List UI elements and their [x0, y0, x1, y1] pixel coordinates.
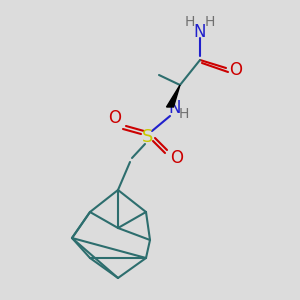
Text: N: N — [169, 99, 181, 117]
Text: O: O — [230, 61, 242, 79]
Polygon shape — [167, 85, 180, 107]
Text: O: O — [109, 109, 122, 127]
Text: S: S — [142, 128, 154, 146]
Text: H: H — [179, 107, 189, 121]
Text: N: N — [194, 23, 206, 41]
Text: H: H — [185, 15, 195, 29]
Text: H: H — [205, 15, 215, 29]
Text: O: O — [170, 149, 184, 167]
